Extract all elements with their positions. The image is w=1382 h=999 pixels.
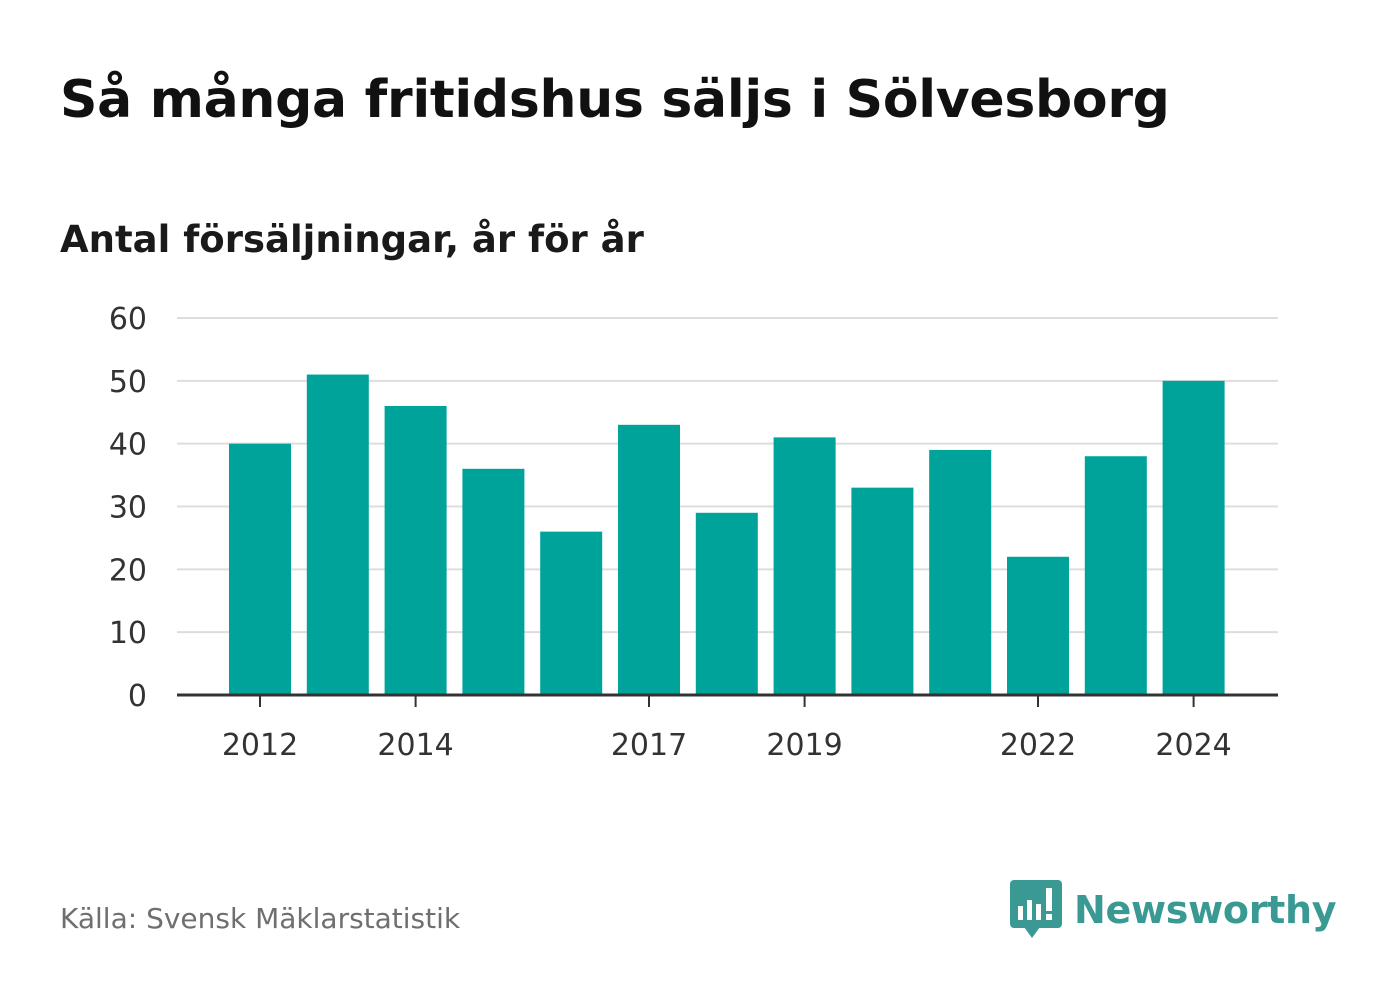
y-tick-label: 10 <box>109 616 147 651</box>
y-tick-label: 0 <box>128 679 147 714</box>
y-tick-label: 20 <box>109 553 147 588</box>
bar-2014 <box>384 405 447 695</box>
y-tick-label: 40 <box>109 428 147 463</box>
x-tick-label: 2012 <box>222 728 298 763</box>
bar-2017 <box>618 424 680 695</box>
x-tick-label: 2014 <box>377 728 453 763</box>
bar-2022 <box>1007 556 1069 695</box>
newsworthy-logo-icon <box>1010 880 1062 938</box>
y-tick-labels: 0 10 20 30 40 50 60 <box>109 302 147 714</box>
brand-logo: Newsworthy <box>1010 880 1337 940</box>
x-tick-label: 2022 <box>1000 728 1076 763</box>
chart-title: Så många fritidshus säljs i Sölvesborg <box>60 70 1170 130</box>
x-axis <box>177 693 1278 707</box>
x-tick-label: 2019 <box>766 728 842 763</box>
bar-2018 <box>695 512 758 695</box>
y-tick-label: 60 <box>109 302 147 337</box>
x-tick-label: 2017 <box>611 728 687 763</box>
bar-2019 <box>773 437 836 695</box>
y-tick-label: 30 <box>109 491 147 526</box>
bar-2015 <box>462 468 525 695</box>
bars <box>229 374 1225 695</box>
bar-2024 <box>1162 380 1225 695</box>
x-tick-label: 2024 <box>1155 728 1231 763</box>
bar-2021 <box>929 449 992 695</box>
bar-2016 <box>540 531 603 695</box>
bar-2013 <box>306 374 369 695</box>
source-note: Källa: Svensk Mäklarstatistik <box>60 902 461 935</box>
bar-2020 <box>851 487 914 695</box>
brand-name: Newsworthy <box>1074 888 1337 932</box>
bar-2023 <box>1084 456 1147 695</box>
bar-2012 <box>229 443 291 695</box>
y-tick-label: 50 <box>109 365 147 400</box>
chart-subtitle: Antal försäljningar, år för år <box>60 218 644 261</box>
x-tick-labels: 2012 2014 2017 2019 2022 2024 <box>222 728 1232 763</box>
